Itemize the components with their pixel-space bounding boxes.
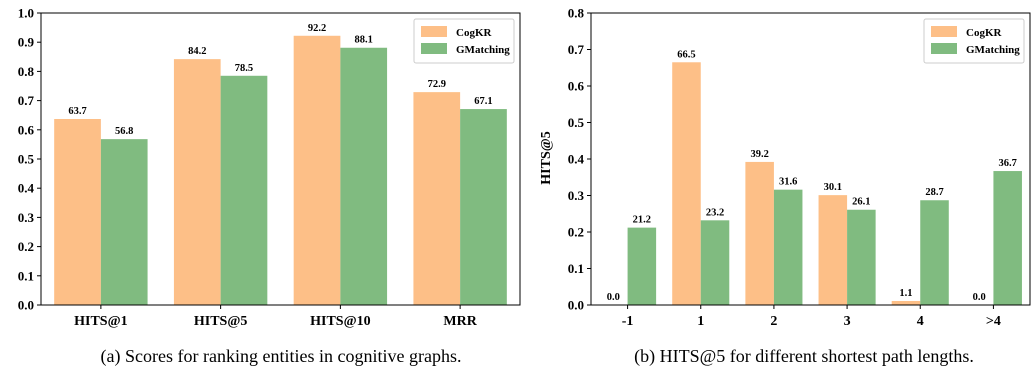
chart-a-y-tick-label: 0.9	[18, 35, 35, 50]
chart-a-legend-label-cogkr: CogKR	[456, 27, 493, 39]
chart-b-data-label: 30.1	[824, 182, 842, 193]
chart-a-y-tick-label: 0.7	[18, 93, 35, 108]
chart-b-y-tick-label: 0.0	[568, 298, 584, 313]
chart-b-legend-label-cogkr: CogKR	[966, 27, 1003, 39]
chart-b-data-label: 1.1	[899, 288, 912, 299]
chart-a-bar-gmatching-1	[220, 75, 268, 305]
chart-a-data-label: 78.5	[235, 63, 253, 74]
chart-b-data-label: 39.2	[750, 149, 768, 160]
chart-a-data-label: 63.7	[68, 106, 86, 117]
chart-a-y-tick-label: 0.1	[18, 268, 34, 283]
chart-b-x-tick-label: 2	[770, 314, 777, 329]
chart-b-bar-cogkr-2	[745, 161, 774, 305]
chart-a-data-label: 72.9	[428, 79, 446, 90]
chart-b-y-tick-label: 0.2	[568, 225, 584, 240]
chart-b-data-label: 0.0	[607, 292, 620, 303]
chart-a-bar-cogkr-0	[54, 118, 101, 305]
chart-b-plot-area: 0.0 0.1 0.2 0.3 0.4 0.5 0.6 0.7 0.8 0.0 21.2 -1 66.5…	[568, 6, 1031, 329]
chart-a-y-tick-label: 0.3	[18, 210, 35, 225]
chart-b-data-label: 31.6	[779, 177, 797, 188]
chart-a-bar-cogkr-3	[413, 92, 461, 305]
chart-a-bar-cogkr-1	[173, 59, 221, 305]
chart-b-legend-swatch-cogkr	[931, 26, 957, 37]
chart-b-x-tick-label: 1	[697, 314, 704, 329]
chart-a-plot-area: 0.0 0.1 0.2 0.3 0.4 0.5 0.6 0.7 0.8 0.9 1.0 63.7 56.…	[18, 6, 521, 329]
chart-b: HITS@5 0.00.10.20.30.40.50.60.70.80.021.…	[539, 6, 1031, 367]
chart-b-x-tick-label: -1	[622, 314, 634, 329]
chart-b-bar-gmatching-3	[847, 209, 876, 305]
chart-b-data-label: 26.1	[852, 197, 870, 208]
chart-b-y-tick-label: 0.1	[568, 261, 584, 276]
chart-a-data-label: 88.1	[355, 35, 373, 46]
chart-b-y-axis-label: HITS@5	[539, 131, 554, 184]
chart-b-y-tick-label: 0.3	[568, 188, 585, 203]
chart-a-bar-cogkr-2	[293, 35, 341, 305]
chart-b-legend-swatch-gmatching	[931, 43, 957, 54]
chart-a-legend-swatch-cogkr	[421, 26, 447, 37]
chart-a-y-tick-label: 0.8	[18, 64, 35, 79]
chart-a-data-label: 84.2	[188, 46, 206, 57]
chart-b-x-tick-label: 3	[844, 314, 851, 329]
chart-b-y-tick-label: 0.6	[568, 79, 585, 94]
chart-b-bar-cogkr-4	[891, 300, 921, 305]
chart-a-x-tick-label: HITS@1	[74, 314, 127, 329]
chart-a-y-tick-label: 0.5	[18, 152, 35, 167]
chart-a-y-tick-label: 0.2	[18, 239, 34, 254]
chart-a-y-tick-label: 0.6	[18, 122, 35, 137]
chart-a-bar-gmatching-0	[100, 139, 148, 305]
chart-a-y-tick-label: 0.0	[18, 298, 34, 313]
chart-a-legend	[413, 18, 515, 64]
chart-b-x-tick-label: >4	[986, 314, 1001, 329]
chart-a-legend-swatch-gmatching	[421, 43, 447, 54]
chart-b-bar-gmatching-5	[993, 171, 1022, 305]
chart-a-x-tick-label: MRR	[443, 314, 477, 329]
chart-a-caption: (a) Scores for ranking entities in cogni…	[101, 346, 462, 367]
chart-a-plot-frame	[40, 12, 521, 306]
chart-b-bar-gmatching-2	[773, 189, 803, 305]
chart-b-legend	[923, 18, 1025, 64]
chart-b-bar-cogkr-3	[818, 195, 848, 305]
chart-a-y-tick-label: 0.4	[18, 181, 35, 196]
chart-b-bar-gmatching-1	[700, 220, 730, 305]
chart-b-bar-gmatching-0	[627, 227, 657, 305]
chart-a-data-label: 92.2	[308, 23, 326, 34]
chart-a-legend-label-gmatching: GMatching	[456, 44, 510, 56]
chart-a-data-label: 67.1	[474, 96, 492, 107]
chart-a: 0.0 0.1 0.2 0.3 0.4 0.5 0.6 0.7 0.8 0.9 1.0 63.7 56.…	[18, 6, 521, 367]
chart-b-legend-label-gmatching: GMatching	[966, 44, 1020, 56]
chart-b-y-tick-label: 0.4	[568, 152, 585, 167]
chart-b-caption: (b) HITS@5 for different shortest path l…	[634, 346, 974, 367]
chart-b-data-label: 28.7	[925, 187, 943, 198]
chart-a-bar-gmatching-3	[460, 109, 507, 306]
chart-b-y-tick-label: 0.7	[568, 42, 585, 57]
chart-b-plot-frame	[590, 12, 1031, 306]
chart-b-x-tick-label: 4	[917, 314, 924, 329]
chart-a-x-tick-label: HITS@5	[194, 314, 247, 329]
chart-b-data-label: 66.5	[677, 49, 695, 60]
chart-b-y-tick-label: 0.5	[568, 115, 585, 130]
chart-a-data-label: 56.8	[115, 126, 133, 137]
chart-b-data-label: 21.2	[633, 215, 651, 226]
chart-b-data-label: 23.2	[706, 207, 724, 218]
chart-a-bar-gmatching-2	[340, 47, 388, 306]
chart-b-y-tick-label: 0.8	[568, 6, 585, 21]
chart-b-bar-gmatching-4	[920, 200, 949, 305]
chart-a-y-tick-label: 1.0	[18, 6, 34, 21]
chart-b-data-label: 36.7	[998, 158, 1016, 169]
chart-a-x-tick-label: HITS@10	[310, 314, 370, 329]
chart-b-data-label: 0.0	[973, 292, 986, 303]
chart-b-bar-cogkr-1	[672, 62, 701, 306]
